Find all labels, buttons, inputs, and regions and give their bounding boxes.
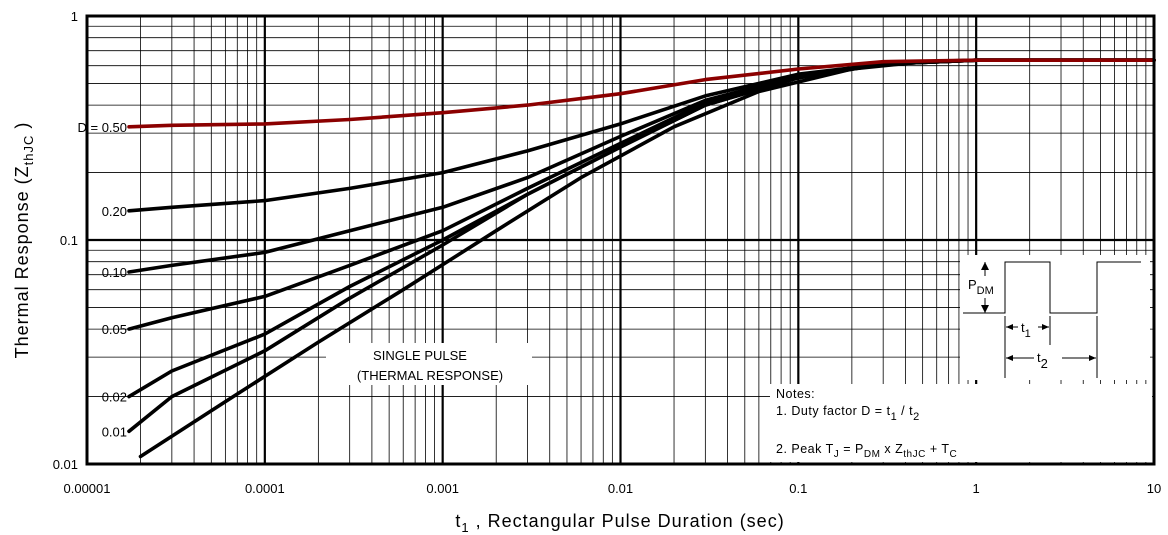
y-tick-label: 0.01: [53, 457, 78, 472]
single-pulse-annotation: SINGLE PULSE (THERMAL RESPONSE): [326, 343, 532, 385]
y-tick-label: 0.1: [60, 233, 78, 248]
t2-label: t2: [1037, 350, 1048, 371]
x-tick-label: 0.01: [608, 481, 633, 496]
pdm-label: PDM: [968, 277, 994, 297]
y-axis-title: Thermal Response (ZthJC ): [12, 122, 36, 359]
single-pulse-bg: [326, 343, 532, 385]
series-label-0-02: 0.02: [102, 390, 127, 405]
notes-box: Notes: 1. Duty factor D = t1 / t2 2. Pea…: [770, 384, 1152, 462]
t2-arrow-left-icon: [1006, 355, 1013, 361]
series-label-0-01: 0.01: [102, 424, 127, 439]
t1-arrow-right-icon: [1042, 324, 1049, 330]
series-label-0-05: 0.05: [102, 322, 127, 337]
pdm-label-bg: [966, 276, 1000, 298]
x-tick-label: 0.0001: [245, 481, 285, 496]
series-label-d-0-50: D = 0.50: [77, 120, 127, 135]
t1-label-bg: [1018, 318, 1038, 338]
y-tick-labels: 1 0.1 0.01: [53, 9, 78, 472]
notes-title: Notes:: [776, 387, 815, 401]
pdm-arrow-up-icon: [981, 262, 989, 270]
x-tick-label: 10: [1147, 481, 1161, 496]
x-tick-label: 0.00001: [64, 481, 111, 496]
single-pulse-line1: SINGLE PULSE: [373, 348, 467, 363]
series-line-d-0-50: [127, 58, 1156, 129]
x-axis-title: t1 , Rectangular Pulse Duration (sec): [455, 511, 784, 535]
x-tick-label: 0.001: [426, 481, 459, 496]
t1-arrow-left-icon: [1006, 324, 1013, 330]
note-duty-factor: 1. Duty factor D = t1 / t2: [776, 404, 920, 423]
x-tick-labels: 0.00001 0.0001 0.001 0.01 0.1 1 10: [64, 481, 1162, 496]
x-tick-label: 1: [973, 481, 980, 496]
series-label-0-10: 0.10: [102, 265, 127, 280]
t2-arrow-right-icon: [1089, 355, 1096, 361]
note-peak-tj: 2. Peak TJ = PDM x ZthJC + TC: [776, 442, 957, 460]
pulse-waveform: [963, 261, 1141, 314]
pulse-waveform-inset: PDM t1 t2: [960, 255, 1150, 380]
x-tick-label: 0.1: [789, 481, 807, 496]
y-tick-label: 1: [71, 9, 78, 24]
pdm-arrow-down-icon: [981, 305, 989, 313]
series-labels: D = 0.50 0.20 0.10 0.05 0.02 0.01: [77, 120, 127, 439]
notes-bg: [770, 384, 1152, 462]
t1-label: t1: [1021, 320, 1031, 340]
series-layer: [127, 58, 1156, 459]
single-pulse-line2: (THERMAL RESPONSE): [357, 368, 503, 383]
plot-frame: [85, 14, 1156, 466]
t2-label-bg: [1034, 347, 1062, 371]
series-label-0-20: 0.20: [102, 204, 127, 219]
